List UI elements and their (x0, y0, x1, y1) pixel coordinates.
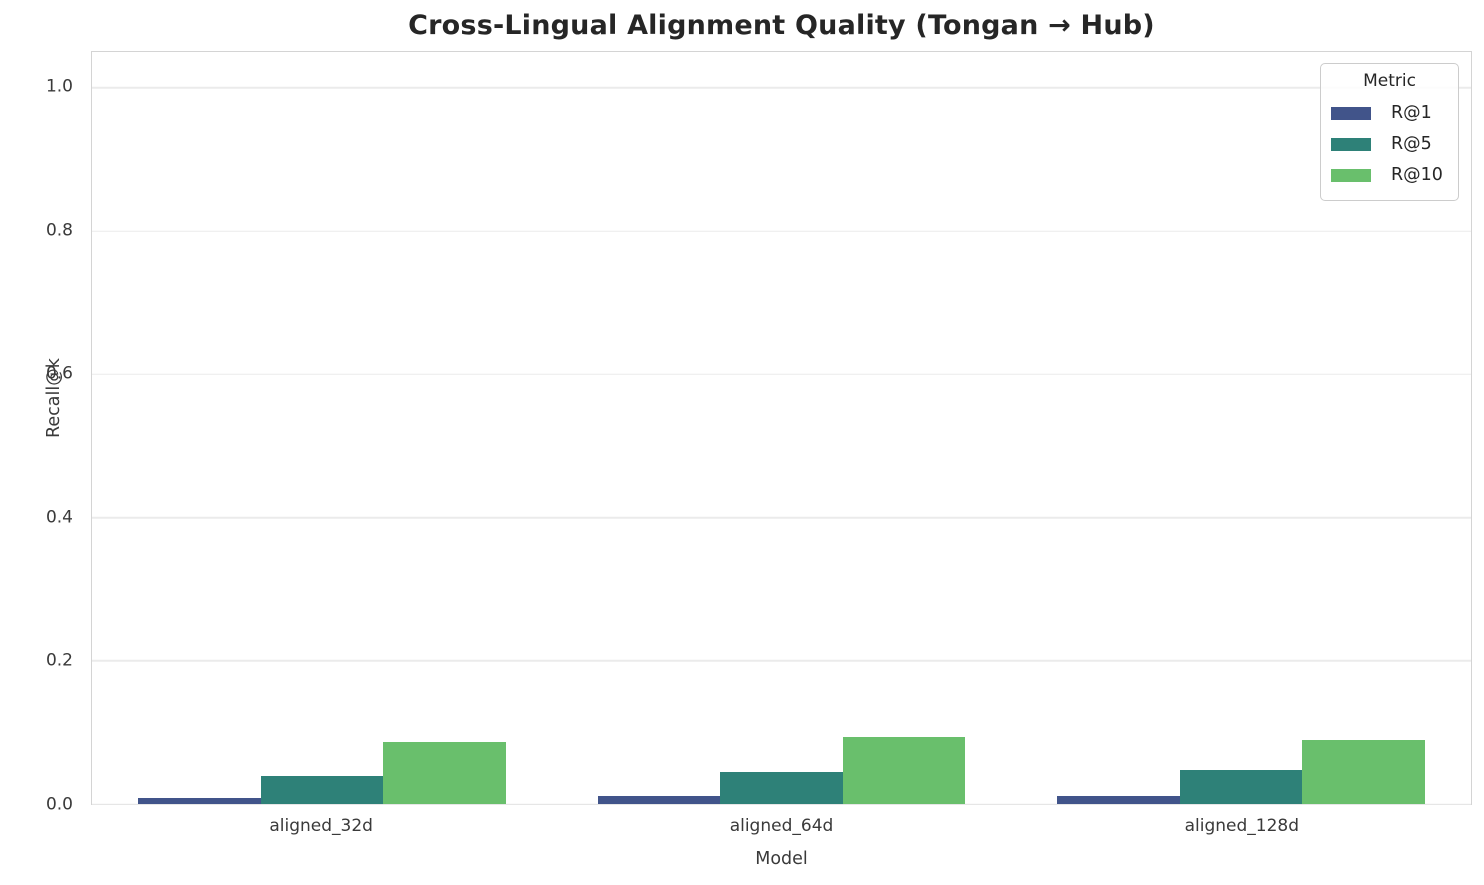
bars-layer (92, 52, 1471, 804)
legend-swatch-icon (1331, 138, 1371, 151)
legend-item-R@10: R@10 (1331, 160, 1448, 191)
legend-items: R@1 R@5 R@10 (1331, 98, 1448, 191)
gridline (92, 373, 1471, 376)
plot-area: Metric R@1 R@5 R@10 (91, 51, 1472, 805)
y-tick-label: 0.8 (45, 220, 73, 241)
legend-label: R@5 (1391, 133, 1432, 154)
legend-swatch-icon (1331, 169, 1371, 182)
x-tick-label-aligned_128d: aligned_128d (1184, 816, 1300, 836)
legend-label: R@1 (1391, 102, 1432, 123)
bar-aligned_32d-R@10 (383, 741, 506, 804)
x-axis-ticks: aligned_32d aligned_64d aligned_128d (91, 806, 1472, 838)
bar-aligned_32d-R@1 (137, 797, 261, 804)
gridline (92, 230, 1471, 232)
x-axis-label: Model (755, 849, 808, 869)
bar-aligned_128d-R@10 (1302, 739, 1426, 804)
gridline (92, 516, 1471, 519)
y-tick-label: 0.6 (45, 363, 73, 384)
gridline (92, 803, 1471, 805)
x-tick-label-aligned_32d: aligned_32d (269, 816, 373, 836)
gridline (92, 87, 1471, 89)
legend-swatch-icon (1331, 107, 1371, 120)
legend-item-R@5: R@5 (1331, 129, 1448, 160)
legend: Metric R@1 R@5 R@10 (1320, 63, 1459, 201)
legend-title: Metric (1363, 71, 1416, 91)
bar-aligned_32d-R@5 (260, 776, 384, 804)
bar-aligned_64d-R@1 (597, 796, 721, 804)
legend-label: R@10 (1391, 164, 1443, 185)
gridline (92, 660, 1471, 662)
gridlines-layer (92, 52, 1471, 805)
x-tick-label-aligned_64d: aligned_64d (729, 816, 834, 836)
y-tick-label: 0.2 (45, 650, 73, 671)
chart-title: Cross-Lingual Alignment Quality (Tongan … (408, 10, 1155, 41)
bar-aligned_64d-R@10 (842, 737, 966, 804)
bar-aligned_128d-R@1 (1057, 796, 1180, 804)
y-tick-label: 0.0 (45, 794, 73, 815)
bar-aligned_128d-R@5 (1179, 770, 1303, 804)
y-tick-label: 0.4 (45, 507, 73, 528)
y-tick-label: 1.0 (45, 76, 73, 97)
legend-item-R@1: R@1 (1331, 98, 1448, 129)
y-axis-ticks: 0.0 0.2 0.4 0.6 0.8 1.0 (0, 51, 84, 813)
bar-aligned_64d-R@5 (720, 771, 843, 804)
